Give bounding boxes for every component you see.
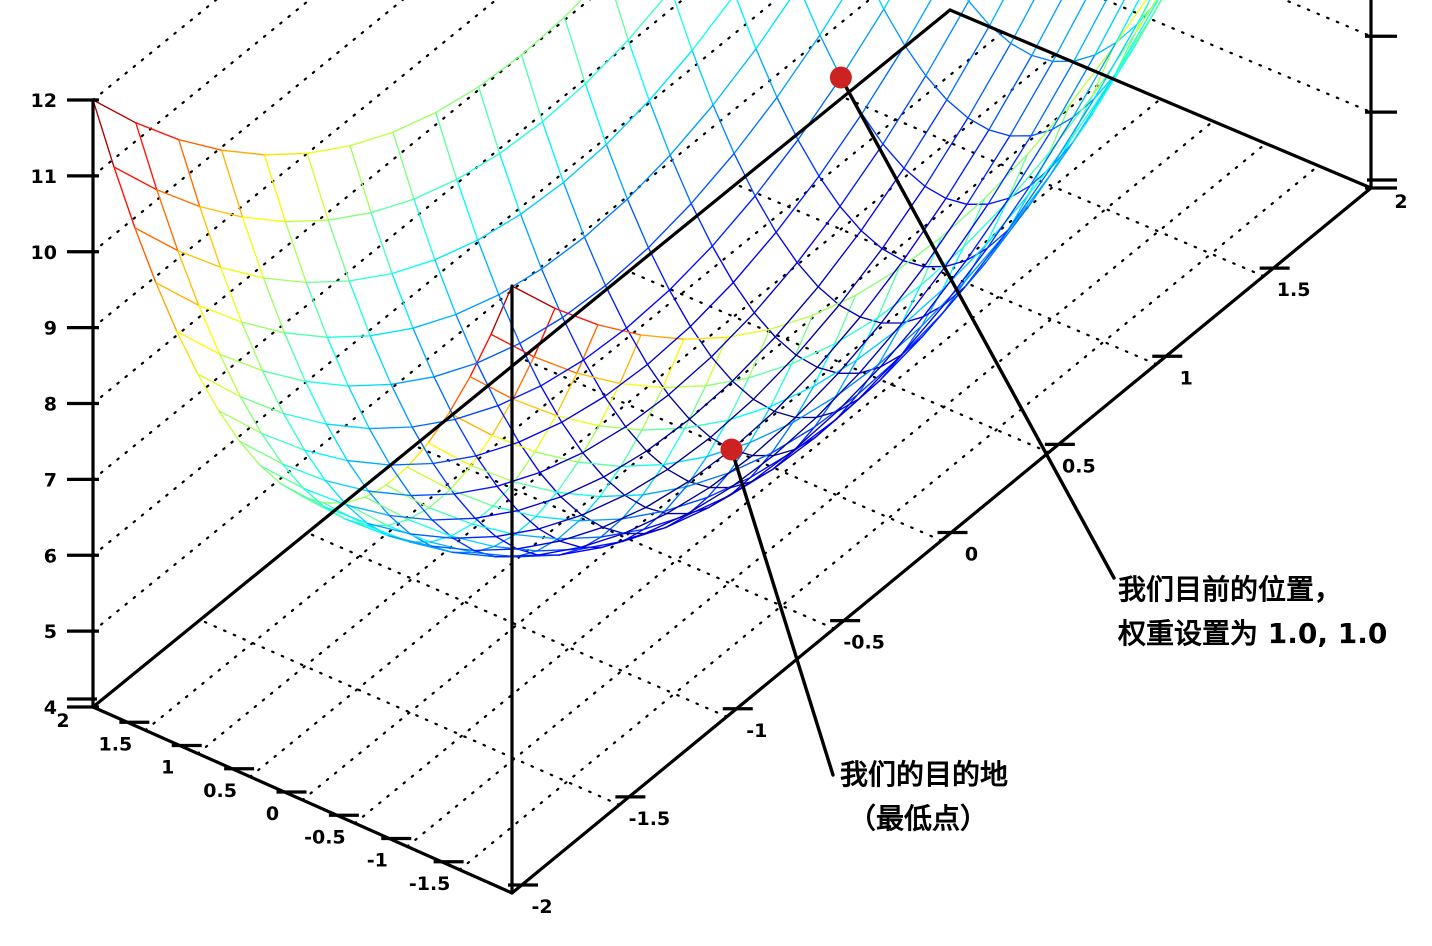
- tick-marks: [67, 34, 1397, 887]
- z-tick-label-5: 9: [44, 318, 57, 340]
- z-tick-label-7: 11: [31, 166, 57, 188]
- y-tick-label-8: 2: [1394, 191, 1407, 213]
- annotation-current-position-line2: 权重设置为 1.0, 1.0: [1117, 617, 1387, 650]
- leader-line-current-position: [839, 75, 1116, 580]
- x-tick-label-6: 1.5: [99, 733, 133, 755]
- y-tick-label-4: 0: [965, 544, 978, 566]
- z-tick-label-0: 4: [44, 697, 57, 719]
- z-tick-label-4: 8: [44, 394, 57, 416]
- y-tick-label-1: -1.5: [629, 808, 671, 830]
- x-tick-label-0: -1.5: [409, 873, 451, 895]
- annotation-layer: 我们目前的位置， 权重设置为 1.0, 1.0 我们的目的地 （最低点）: [720, 66, 1387, 835]
- x-tick-label-4: 0.5: [203, 780, 237, 802]
- x-tick-label-3: 0: [266, 803, 279, 825]
- z-tick-label-2: 6: [44, 545, 57, 567]
- tick-labels: -1.5 -1 -0.5 0 0.5 1 1.5 2 -2 -1.5 -1 -0.5 0 0.5 1 1.5 2…: [31, 90, 1408, 918]
- x-tick-label-1: -1: [367, 850, 388, 872]
- z-tick-label-3: 7: [44, 469, 57, 491]
- x-tick-label-5: 1: [161, 757, 174, 779]
- x-tick-label-2: -0.5: [304, 826, 346, 848]
- leader-line-destination: [729, 447, 835, 777]
- annotation-current-position-line1: 我们目前的位置，: [1118, 573, 1342, 606]
- y-tick-label-7: 1.5: [1277, 279, 1311, 301]
- wireframe-mesh: [92, 0, 1163, 558]
- z-tick-label-1: 5: [44, 621, 57, 643]
- marker-current-position[interactable]: [829, 66, 852, 89]
- annotation-destination-line2: （最低点）: [848, 802, 988, 835]
- y-tick-label-5: 0.5: [1062, 455, 1096, 477]
- y-tick-label-2: -1: [746, 720, 767, 742]
- y-tick-label-6: 1: [1180, 367, 1193, 389]
- y-tick-label-0: -2: [531, 896, 552, 918]
- y-tick-label-3: -0.5: [843, 632, 885, 654]
- z-tick-label-6: 10: [31, 242, 57, 264]
- x-tick-label-7: 2: [56, 710, 69, 732]
- annotation-destination-line1: 我们的目的地: [840, 758, 1008, 791]
- z-tick-label-8: 12: [31, 90, 57, 112]
- marker-destination[interactable]: [720, 438, 743, 461]
